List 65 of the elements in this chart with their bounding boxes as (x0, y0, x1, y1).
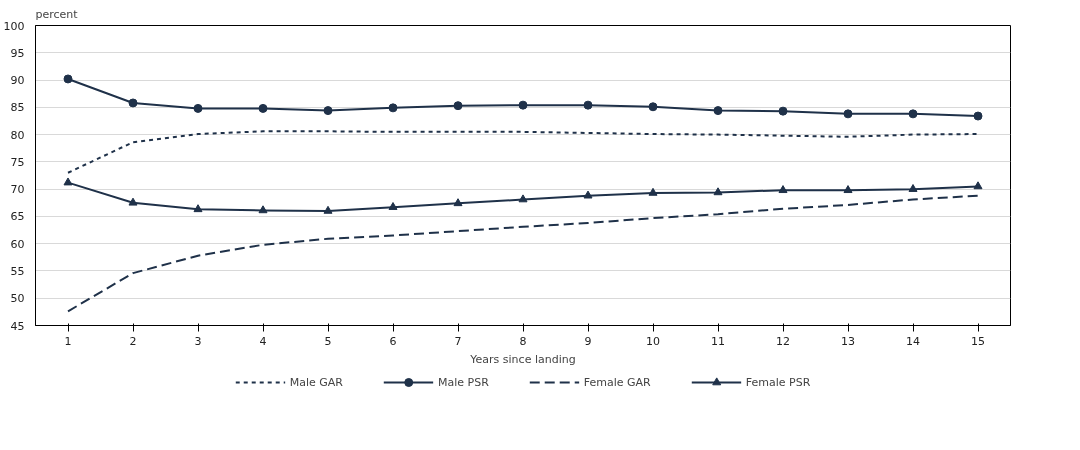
y-tick-label: 45 (10, 319, 25, 333)
point (128, 98, 138, 108)
y-tick-label: 90 (10, 74, 25, 88)
point (583, 190, 593, 199)
line-series (67, 130, 979, 174)
y-axis-title: percent (35, 7, 79, 21)
point (713, 187, 723, 196)
point (648, 187, 658, 196)
point (518, 194, 528, 203)
y-tick-label: 50 (10, 292, 25, 306)
x-tick-label: 14 (906, 334, 920, 348)
point (843, 109, 853, 119)
x-axis-title: Years since landing (469, 352, 576, 366)
point (453, 198, 463, 207)
y-tick-label: 70 (10, 183, 25, 197)
legend-label: Female PSR (745, 375, 811, 389)
point (843, 185, 853, 194)
x-tick-label: 10 (646, 334, 660, 348)
x-tick-label: 2 (129, 334, 137, 348)
point (518, 100, 528, 110)
y-tick-label: 80 (10, 128, 25, 142)
y-tick-label: 55 (10, 264, 25, 278)
x-tick-label: 12 (776, 334, 790, 348)
point (713, 106, 723, 116)
point (453, 101, 463, 111)
point (388, 202, 398, 210)
x-tick-label: 3 (194, 334, 202, 348)
point (193, 103, 203, 113)
x-tick-label: 5 (324, 334, 332, 348)
y-tick-label: 85 (10, 101, 25, 115)
line-series (67, 194, 979, 313)
point (63, 74, 73, 84)
legend-label: Male GAR (289, 375, 343, 389)
point (778, 185, 788, 194)
point (648, 102, 658, 112)
point (258, 103, 268, 113)
x-tick-label: 15 (971, 334, 985, 348)
point (323, 106, 333, 116)
y-tick-label: 95 (10, 46, 25, 60)
x-tick-label: 13 (841, 334, 855, 348)
point (323, 205, 333, 214)
point (973, 111, 983, 121)
point (128, 197, 138, 206)
x-tick-label: 7 (454, 334, 462, 348)
point (193, 204, 203, 213)
point (583, 100, 593, 110)
legend-label: Male PSR (437, 375, 489, 389)
x-tick-label: 4 (259, 334, 267, 348)
point (908, 184, 918, 192)
point (258, 205, 268, 214)
y-tick-label: 75 (10, 155, 25, 169)
x-tick-label: 9 (584, 334, 592, 348)
x-tick-label: 8 (519, 334, 527, 348)
point (63, 177, 73, 186)
legend-label: Female GAR (583, 375, 651, 389)
y-tick-label: 100 (3, 19, 25, 33)
y-tick-label: 60 (10, 237, 25, 251)
point (908, 109, 918, 119)
y-tick-label: 65 (10, 210, 25, 224)
x-tick-label: 1 (64, 334, 72, 348)
point (973, 181, 983, 190)
point (388, 103, 398, 113)
x-tick-label: 6 (389, 334, 397, 348)
x-tick-label: 11 (711, 334, 725, 348)
point (778, 106, 788, 116)
